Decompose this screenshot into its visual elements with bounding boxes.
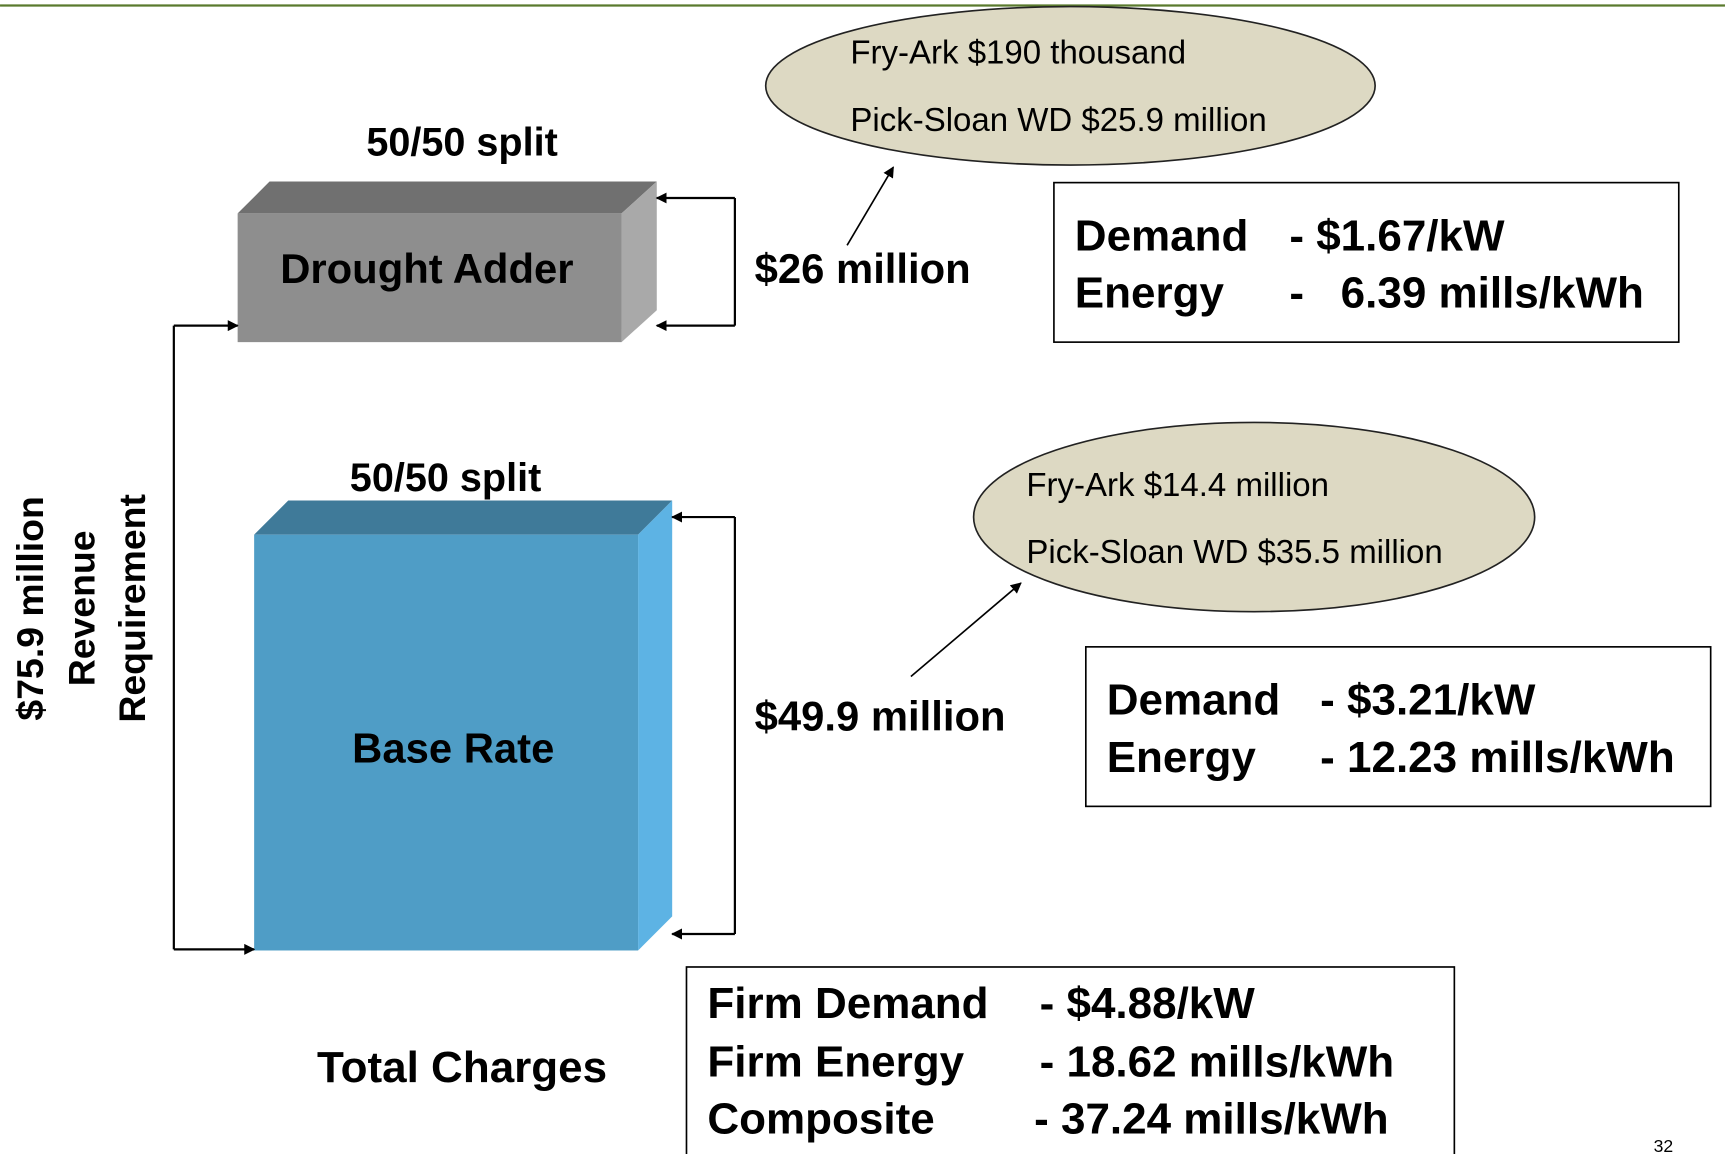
base-label: Base Rate [352, 724, 554, 771]
total-row-label: Firm Energy [707, 1038, 964, 1087]
total-row-value: - $4.88/kW [1040, 979, 1256, 1028]
ellipse-line: Fry-Ark $14.4 million [1026, 466, 1329, 503]
ellipse-line: Pick-Sloan WD $25.9 million [850, 101, 1266, 138]
drought-top [237, 181, 657, 214]
total-row-label: Firm Demand [707, 979, 988, 1028]
arrow [846, 166, 895, 246]
rate-label: Demand [1075, 211, 1249, 260]
base-ellipse [972, 421, 1536, 613]
total-box [685, 966, 1456, 1154]
base-amount: $49.9 million [755, 693, 1006, 740]
base-side [638, 500, 673, 951]
base-rates-box [1084, 646, 1712, 808]
ellipse-line: Pick-Sloan WD $35.5 million [1026, 533, 1442, 570]
rate-value: - $3.21/kW [1320, 676, 1536, 725]
drought-label: Drought Adder [280, 245, 573, 292]
drought-side [621, 181, 657, 343]
rate-label: Energy [1107, 733, 1257, 782]
total-label: Total Charges [317, 1043, 607, 1092]
side-label: Requirement [111, 494, 153, 723]
side-label: Revenue [61, 530, 103, 686]
drought-split: 50/50 split [366, 121, 557, 165]
total-row-label: Composite [707, 1095, 934, 1144]
page-number: 32 [1654, 1136, 1674, 1154]
rate-label: Demand [1107, 676, 1281, 725]
rate-value: - 12.23 mills/kWh [1320, 733, 1675, 782]
drought-ellipse [764, 5, 1376, 166]
base-top [254, 500, 673, 535]
base-front [254, 534, 639, 951]
total-row-value: - 37.24 mills/kWh [1034, 1095, 1389, 1144]
ellipse-line: Fry-Ark $190 thousand [850, 34, 1186, 71]
rate-value: - $1.67/kW [1289, 211, 1505, 260]
arrow [910, 582, 1022, 678]
side-label: $75.9 million [9, 496, 51, 720]
rate-value: - 6.39 mills/kWh [1289, 269, 1644, 318]
base-split: 50/50 split [350, 456, 541, 500]
drought-rates-box [1053, 181, 1680, 343]
drought-front [237, 213, 622, 343]
drought-amount: $26 million [755, 245, 971, 292]
rate-label: Energy [1075, 269, 1225, 318]
total-row-value: - 18.62 mills/kWh [1040, 1038, 1395, 1087]
